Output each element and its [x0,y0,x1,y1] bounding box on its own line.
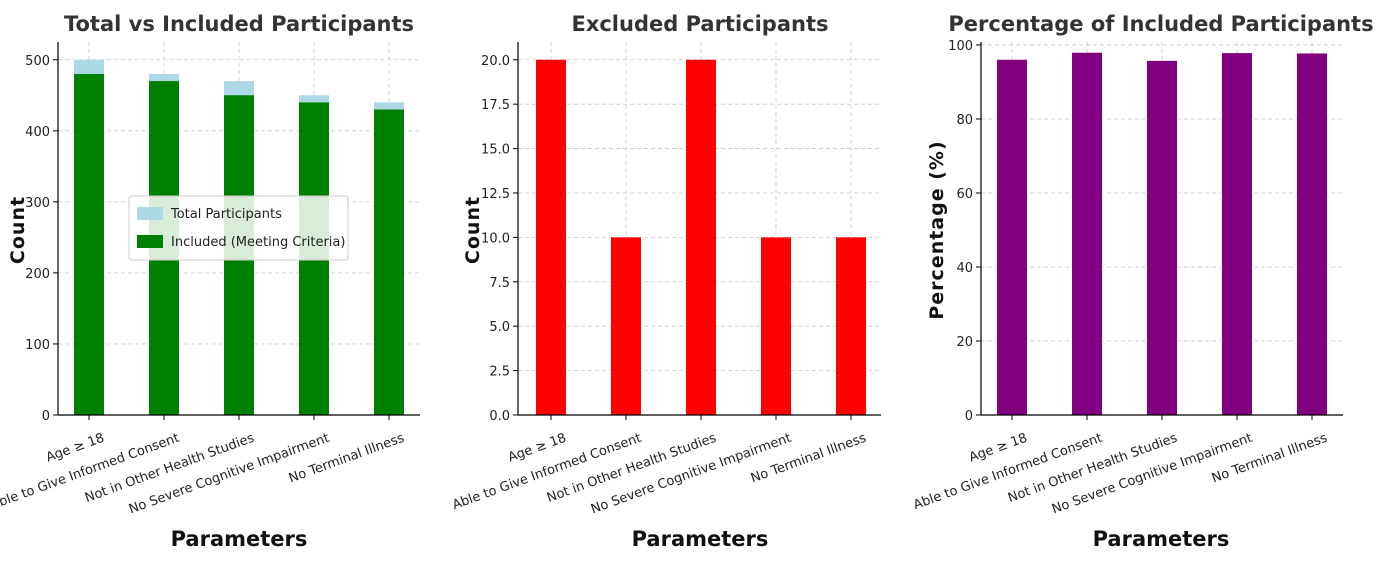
y-tick-label: 400 [25,125,50,140]
bar [761,237,791,415]
y-tick-label: 200 [25,267,50,282]
y-tick-label: 0.0 [489,409,510,424]
y-tick-label: 40 [956,261,973,276]
bar [74,73,104,415]
chart-title: Total vs Included Participants [64,12,414,36]
y-tick-label: 2.5 [489,365,510,380]
y-tick-label: 100 [25,338,50,353]
y-tick-label: 20 [956,335,973,350]
legend-label: Total Participants [170,207,282,222]
y-axis-label: Percentage (%) [926,140,948,319]
panel-excluded: Excluded Participants Parameters Count 0… [451,12,881,551]
y-tick-label: 7.5 [489,276,510,291]
chart-title: Percentage of Included Participants [948,12,1373,36]
bar [1072,52,1102,416]
y-tick-label: 5.0 [489,320,510,335]
legend-label: Included (Meeting Criteria) [171,235,345,250]
x-axis-label: Parameters [632,527,769,551]
bar [836,237,866,415]
bar [686,59,716,416]
x-axis-label: Parameters [171,527,308,551]
y-axis-label: Count [462,196,484,264]
y-tick-label: 500 [25,54,50,69]
y-tick-label: 0 [42,409,50,424]
y-tick-label: 10.0 [481,231,510,246]
y-tick-label: 60 [956,187,973,202]
y-tick-label: 0 [965,409,973,424]
legend-box [128,195,349,261]
y-tick-label: 80 [956,113,973,128]
bar [1297,53,1327,416]
y-tick-label: 15.0 [481,143,510,158]
bar [997,59,1027,416]
legend-swatch [137,235,163,248]
y-tick-label: 20.0 [481,54,510,69]
y-tick-label: 300 [25,196,50,211]
panel-total-vs-included: Total vs Included Participants Parameter… [0,12,420,551]
legend-swatch [137,207,163,220]
chart-title: Excluded Participants [571,12,828,36]
bar [374,109,404,415]
bar [1222,53,1252,415]
y-axis-label: Count [7,196,29,264]
bar [536,59,566,416]
y-tick-label: 17.5 [481,98,510,113]
x-axis-label: Parameters [1093,527,1230,551]
bar [611,237,641,415]
y-tick-label: 12.5 [481,187,510,202]
panel-percentage-included: Percentage of Included Participants Para… [912,12,1374,551]
y-tick-label: 100 [948,39,973,54]
bar [1147,60,1177,416]
